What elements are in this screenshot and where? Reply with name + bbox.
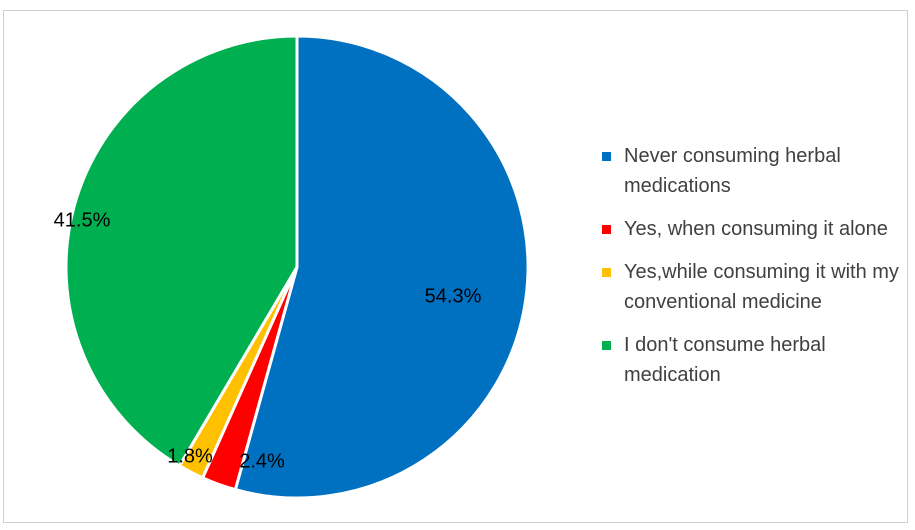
slice-data-label-4: 41.5% bbox=[54, 209, 111, 231]
legend-label-4: I don't consume herbal medication bbox=[624, 334, 826, 386]
pie-slice-1 bbox=[233, 34, 530, 500]
legend-label-2: Yes, when consuming it alone bbox=[624, 218, 888, 240]
legend-swatch-1 bbox=[602, 152, 611, 161]
legend-item-1: Never consuming herbal medications bbox=[602, 141, 902, 201]
legend-item-2: Yes, when consuming it alone bbox=[602, 214, 902, 244]
pie-slices bbox=[64, 34, 530, 500]
legend: Never consuming herbal medications Yes, w… bbox=[602, 141, 902, 403]
legend-label-3: Yes,while consuming it with my conventio… bbox=[624, 261, 899, 313]
legend-item-4: I don't consume herbal medication bbox=[602, 330, 902, 390]
legend-label-1: Never consuming herbal medications bbox=[624, 145, 841, 197]
legend-item-3: Yes,while consuming it with my conventio… bbox=[602, 257, 902, 317]
slice-data-label-1: 54.3% bbox=[425, 285, 482, 307]
legend-swatch-3 bbox=[602, 268, 611, 277]
pie-slice-4 bbox=[64, 34, 299, 468]
chart-area: 54.3% 2.4% 1.8% 41.5% Never consuming herba… bbox=[3, 10, 908, 523]
pie-chart: 54.3% 2.4% 1.8% 41.5% bbox=[54, 34, 530, 500]
pie-data-labels: 54.3% 2.4% 1.8% 41.5% bbox=[54, 209, 482, 472]
legend-swatch-2 bbox=[602, 225, 611, 234]
legend-swatch-4 bbox=[602, 341, 611, 350]
slice-data-label-2: 2.4% bbox=[239, 450, 285, 472]
slice-data-label-3: 1.8% bbox=[167, 445, 213, 467]
